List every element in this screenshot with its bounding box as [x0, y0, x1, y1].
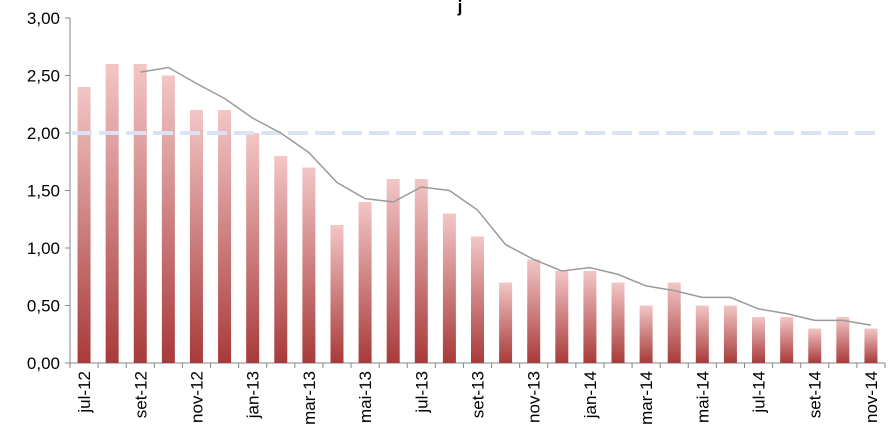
bar: [218, 110, 232, 363]
y-axis: 0,00 0,50 1,00 1,50 2,00 2,50 3,00: [27, 9, 71, 373]
bar: [105, 64, 119, 363]
y-tick-label: 0,50: [27, 297, 60, 316]
y-tick-label: 2,00: [27, 124, 60, 143]
trend-line: [140, 66, 872, 326]
bar: [77, 87, 91, 363]
bar: [639, 305, 653, 363]
y-tick-label: 2,50: [27, 67, 60, 86]
y-tick-label: 1,00: [27, 239, 60, 258]
bar: [246, 133, 260, 363]
bar: [330, 225, 344, 363]
chart-title: j: [457, 0, 463, 16]
x-tick-label: mar-13: [300, 371, 319, 425]
x-tick-label: jan-14: [581, 371, 600, 419]
x-axis: jul-12 set-12 nov-12 jan-13 mar-13 mai-13 jul-…: [69, 362, 886, 425]
bar: [442, 213, 456, 363]
bar: [274, 156, 288, 363]
x-tick-label: jan-13: [244, 371, 263, 419]
bar: [723, 305, 737, 363]
bar: [695, 305, 709, 363]
bar: [133, 64, 147, 363]
bar: [611, 282, 625, 363]
x-tick-label: mai-14: [693, 371, 712, 423]
x-tick-label: set-12: [131, 371, 150, 418]
bar: [499, 282, 513, 363]
x-tick-label: jul-13: [412, 371, 431, 414]
bar: [780, 317, 794, 363]
bar: [667, 282, 681, 363]
x-tick-label: nov-14: [862, 371, 881, 423]
bar: [414, 179, 428, 363]
bar-series: [77, 64, 878, 363]
bar: [808, 328, 822, 363]
bar: [358, 202, 372, 363]
trend-line-series: [140, 66, 872, 326]
x-tick-label: set-14: [806, 371, 825, 418]
x-tick-label: jul-12: [75, 371, 94, 414]
y-tick-label: 0,00: [27, 354, 60, 373]
x-tick-label: jul-14: [750, 371, 769, 414]
bar: [189, 110, 203, 363]
bar: [471, 236, 484, 363]
x-tick-label: nov-13: [525, 371, 544, 423]
bar: [836, 317, 850, 363]
bar: [583, 271, 597, 363]
x-tick-label: mai-13: [356, 371, 375, 423]
bar: [864, 328, 878, 363]
y-tick-label: 3,00: [27, 9, 60, 28]
x-tick-label: mar-14: [637, 371, 656, 425]
x-tick-label: nov-12: [187, 371, 206, 423]
bar: [752, 317, 766, 363]
bar: [161, 75, 175, 363]
bar: [302, 167, 316, 363]
y-tick-label: 1,50: [27, 182, 60, 201]
bar: [386, 179, 400, 363]
bar: [555, 271, 569, 363]
bar: [527, 259, 541, 363]
x-tick-label: set-13: [469, 371, 488, 418]
